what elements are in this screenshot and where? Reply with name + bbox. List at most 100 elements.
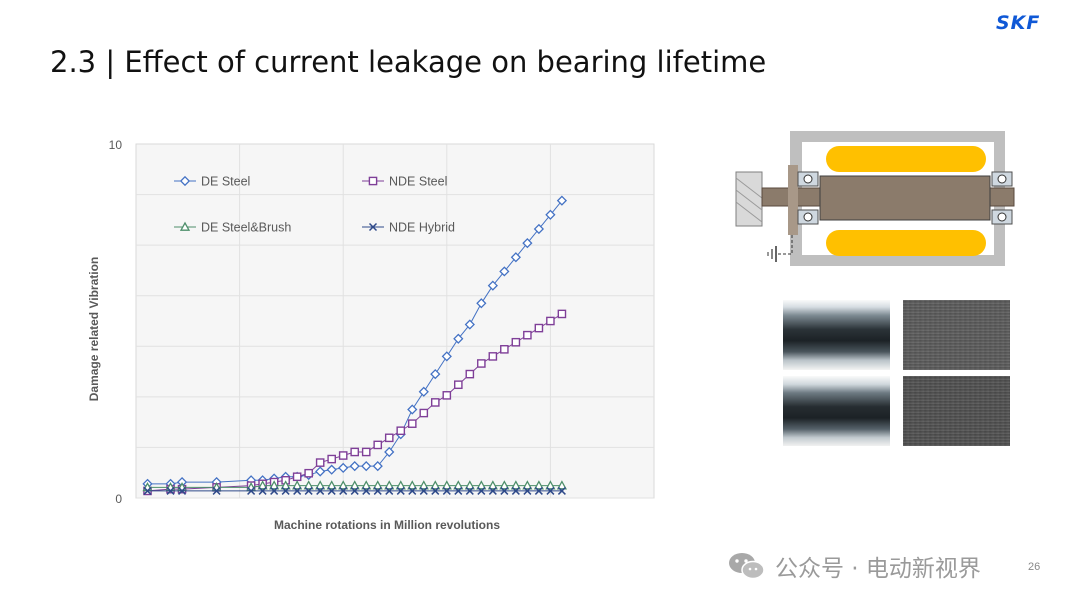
shaft-coupling xyxy=(735,171,763,227)
data-point xyxy=(454,380,463,390)
data-point xyxy=(419,486,428,495)
data-point xyxy=(557,486,566,495)
data-point xyxy=(500,345,509,354)
data-point xyxy=(453,480,464,490)
data-point xyxy=(349,480,360,490)
slide-title: 2.3 | Effect of current leakage on beari… xyxy=(50,45,767,79)
data-point xyxy=(430,398,440,407)
data-point xyxy=(247,486,256,495)
data-point xyxy=(546,486,555,495)
y-axis-label: Damage related Vibration xyxy=(87,257,101,402)
data-point xyxy=(453,333,464,344)
data-point xyxy=(418,386,429,397)
x-axis-label: Machine rotations in Million revolutions xyxy=(274,518,500,532)
page-number: 26 xyxy=(1028,561,1041,573)
data-point xyxy=(511,337,521,347)
bearing-raceway-photo-2 xyxy=(783,376,890,446)
data-point xyxy=(407,404,418,415)
data-point xyxy=(441,480,452,490)
data-point xyxy=(477,359,486,368)
data-point xyxy=(326,480,337,490)
y-tick-label: 0 xyxy=(115,492,122,506)
data-point xyxy=(465,486,474,495)
data-point xyxy=(499,480,510,490)
data-point xyxy=(361,447,371,457)
data-point xyxy=(303,480,314,490)
data-point xyxy=(487,280,498,291)
data-point xyxy=(454,486,463,495)
data-point xyxy=(418,480,429,490)
data-point xyxy=(476,298,487,309)
legend-label: DE Steel xyxy=(201,175,250,189)
data-point xyxy=(315,458,325,467)
data-point xyxy=(408,486,417,495)
data-point xyxy=(430,368,441,380)
data-point xyxy=(488,486,497,495)
motor-bearing-diagram xyxy=(735,131,1015,266)
rotor xyxy=(819,175,991,221)
data-point xyxy=(546,316,555,326)
data-point xyxy=(326,464,337,475)
legend-marker xyxy=(179,221,191,231)
data-point xyxy=(373,440,383,450)
legend-item-3: NDE Hybrid xyxy=(362,221,455,235)
data-point xyxy=(280,480,291,490)
data-point xyxy=(499,266,510,277)
data-point xyxy=(269,480,280,490)
bearing-damage-photos xyxy=(783,300,1013,448)
data-point xyxy=(533,480,544,490)
series-2 xyxy=(142,480,568,492)
ground-wire xyxy=(776,235,793,255)
data-point xyxy=(442,486,451,495)
data-point xyxy=(257,480,268,490)
data-point xyxy=(533,223,545,235)
data-point xyxy=(430,480,441,490)
stator-winding-top xyxy=(826,146,986,172)
fluting-closeup-photo-2 xyxy=(903,376,1010,446)
data-point xyxy=(315,466,326,477)
data-point xyxy=(384,446,395,458)
y-tick-label: 10 xyxy=(109,138,123,152)
data-point xyxy=(464,480,475,490)
legend-marker xyxy=(368,222,378,232)
data-point xyxy=(488,352,498,361)
data-point xyxy=(349,461,360,472)
legend-label: NDE Steel xyxy=(389,175,447,189)
data-point xyxy=(258,486,267,495)
data-point xyxy=(431,486,440,495)
data-point xyxy=(465,369,475,379)
data-point xyxy=(270,486,279,495)
data-point xyxy=(361,461,372,472)
data-point xyxy=(292,472,302,482)
data-point xyxy=(464,319,475,330)
data-point xyxy=(441,351,452,362)
data-point xyxy=(304,486,313,495)
series-3 xyxy=(143,486,566,495)
data-point xyxy=(545,480,556,490)
data-point xyxy=(372,480,383,490)
data-point xyxy=(395,480,406,490)
legend-marker xyxy=(368,176,378,186)
legend-label: NDE Hybrid xyxy=(389,221,455,235)
data-point xyxy=(385,486,394,495)
stator-winding-bottom xyxy=(826,230,986,256)
data-point xyxy=(372,461,383,472)
data-point xyxy=(293,486,302,495)
data-point xyxy=(510,252,521,263)
data-point xyxy=(327,486,336,495)
data-point xyxy=(338,451,348,460)
data-point xyxy=(534,323,544,333)
data-point xyxy=(556,480,568,490)
data-point xyxy=(384,433,394,443)
data-point xyxy=(477,486,486,495)
data-point xyxy=(523,486,532,495)
data-point xyxy=(339,486,348,495)
data-point xyxy=(511,486,520,495)
data-point xyxy=(500,486,509,495)
data-point xyxy=(510,480,521,490)
data-point xyxy=(373,486,382,495)
data-point xyxy=(327,454,336,464)
data-point xyxy=(338,480,349,490)
data-point xyxy=(384,480,395,490)
